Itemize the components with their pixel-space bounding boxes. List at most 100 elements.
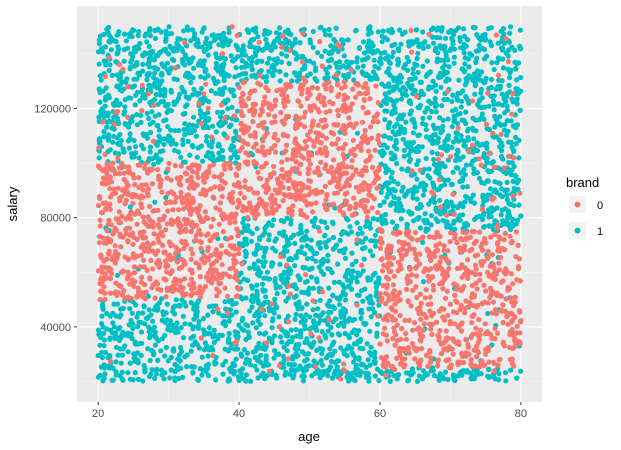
point-brand-0 bbox=[132, 264, 138, 270]
point-brand-1 bbox=[459, 98, 465, 104]
point-brand-1 bbox=[293, 327, 299, 333]
point-brand-0 bbox=[352, 205, 358, 211]
point-brand-0 bbox=[502, 230, 508, 237]
point-brand-1 bbox=[509, 220, 515, 226]
point-brand-0 bbox=[460, 237, 466, 243]
point-brand-0 bbox=[107, 194, 114, 200]
point-brand-0 bbox=[276, 203, 282, 209]
point-brand-0 bbox=[435, 157, 441, 163]
point-brand-0 bbox=[115, 108, 121, 115]
point-brand-1 bbox=[220, 371, 226, 377]
point-brand-1 bbox=[295, 249, 301, 255]
point-brand-1 bbox=[219, 155, 226, 161]
point-brand-0 bbox=[181, 216, 188, 222]
point-brand-0 bbox=[323, 135, 329, 141]
point-brand-0 bbox=[462, 305, 468, 311]
point-brand-0 bbox=[234, 204, 241, 210]
point-brand-0 bbox=[107, 276, 114, 282]
point-brand-1 bbox=[434, 151, 440, 157]
point-brand-0 bbox=[210, 216, 216, 222]
point-brand-0 bbox=[209, 134, 215, 140]
point-brand-1 bbox=[509, 160, 515, 166]
point-brand-1 bbox=[400, 207, 406, 214]
point-brand-1 bbox=[248, 283, 255, 289]
point-brand-1 bbox=[312, 215, 318, 221]
point-brand-0 bbox=[212, 184, 218, 190]
point-brand-1 bbox=[151, 161, 157, 168]
point-brand-0 bbox=[465, 344, 471, 350]
point-brand-1 bbox=[225, 348, 232, 354]
point-brand-1 bbox=[188, 79, 194, 86]
point-brand-0 bbox=[491, 361, 498, 367]
point-brand-0 bbox=[383, 301, 389, 307]
point-brand-1 bbox=[338, 293, 344, 299]
point-brand-0 bbox=[483, 121, 489, 128]
point-brand-1 bbox=[173, 330, 179, 336]
point-brand-0 bbox=[126, 164, 132, 170]
point-brand-1 bbox=[337, 248, 343, 254]
point-brand-1 bbox=[319, 53, 325, 60]
point-brand-1 bbox=[130, 114, 136, 120]
point-brand-0 bbox=[189, 223, 195, 229]
point-brand-1 bbox=[377, 202, 383, 208]
point-brand-0 bbox=[383, 372, 389, 378]
point-brand-0 bbox=[385, 360, 391, 366]
point-brand-0 bbox=[96, 145, 102, 151]
point-brand-1 bbox=[240, 366, 246, 372]
point-brand-0 bbox=[275, 137, 281, 143]
point-brand-1 bbox=[430, 78, 436, 84]
point-brand-0 bbox=[100, 119, 106, 125]
point-brand-1 bbox=[205, 353, 211, 359]
point-brand-1 bbox=[159, 296, 165, 302]
point-brand-1 bbox=[216, 42, 222, 48]
point-brand-1 bbox=[272, 348, 278, 354]
point-brand-1 bbox=[96, 118, 102, 125]
point-brand-0 bbox=[292, 180, 298, 186]
point-brand-1 bbox=[349, 250, 355, 256]
point-brand-0 bbox=[491, 164, 497, 170]
point-brand-1 bbox=[310, 28, 316, 35]
point-brand-1 bbox=[449, 98, 455, 104]
point-brand-0 bbox=[298, 103, 304, 109]
point-brand-1 bbox=[213, 90, 219, 96]
point-brand-0 bbox=[211, 174, 217, 180]
point-brand-0 bbox=[240, 208, 246, 214]
point-brand-0 bbox=[461, 244, 467, 250]
point-brand-0 bbox=[253, 141, 259, 147]
point-brand-0 bbox=[117, 198, 123, 204]
point-brand-0 bbox=[440, 340, 446, 346]
point-brand-1 bbox=[243, 250, 249, 256]
point-brand-0 bbox=[492, 325, 498, 332]
point-brand-1 bbox=[379, 81, 385, 87]
point-brand-1 bbox=[370, 50, 376, 56]
point-brand-1 bbox=[499, 47, 506, 53]
point-brand-1 bbox=[229, 143, 235, 149]
point-brand-1 bbox=[287, 255, 293, 261]
point-brand-1 bbox=[415, 50, 421, 56]
point-brand-1 bbox=[501, 40, 508, 46]
point-brand-0 bbox=[300, 211, 306, 217]
point-brand-0 bbox=[385, 265, 391, 271]
point-brand-0 bbox=[513, 254, 519, 260]
point-brand-1 bbox=[315, 370, 322, 376]
point-brand-1 bbox=[131, 27, 137, 33]
point-brand-0 bbox=[180, 206, 187, 212]
point-brand-0 bbox=[106, 251, 112, 257]
point-brand-1 bbox=[359, 288, 365, 294]
point-brand-0 bbox=[430, 191, 437, 197]
point-brand-1 bbox=[510, 178, 516, 184]
point-brand-1 bbox=[323, 355, 330, 361]
point-brand-0 bbox=[241, 195, 247, 201]
point-brand-0 bbox=[336, 177, 342, 183]
point-brand-0 bbox=[147, 203, 153, 209]
point-brand-1 bbox=[255, 258, 262, 264]
point-brand-0 bbox=[411, 345, 417, 351]
point-brand-1 bbox=[208, 88, 214, 94]
point-brand-0 bbox=[485, 90, 491, 96]
point-brand-1 bbox=[218, 119, 224, 125]
point-brand-0 bbox=[180, 285, 186, 291]
point-brand-1 bbox=[147, 121, 153, 127]
point-brand-1 bbox=[516, 137, 522, 143]
point-brand-0 bbox=[483, 288, 489, 294]
point-brand-1 bbox=[132, 341, 139, 347]
